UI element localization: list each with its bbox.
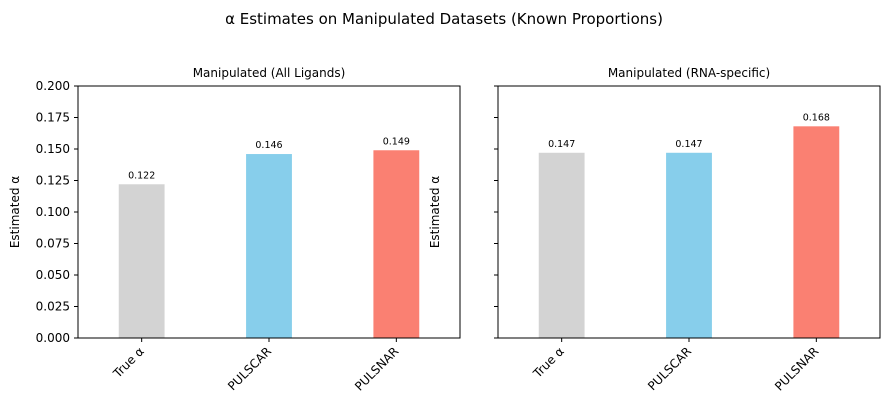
- y-axis-label: Estimated α: [8, 176, 22, 248]
- bar: [118, 184, 165, 338]
- bar: [246, 154, 292, 338]
- chart-panel-rna-specific: Manipulated (RNA-specific) Estimated α 0.…: [428, 66, 881, 394]
- y-tick-label: 0.150: [36, 142, 70, 156]
- bar-value-label: 0.146: [255, 140, 282, 151]
- bar: [373, 150, 420, 338]
- bar-value-label: 0.147: [675, 139, 702, 150]
- x-tick-label: PULSNAR: [772, 344, 821, 393]
- plot-frame: [77, 85, 461, 339]
- y-tick-label: 0.050: [36, 268, 70, 282]
- y-tick-label: 0.175: [36, 111, 70, 125]
- x-tick-label: True α: [530, 344, 567, 381]
- figure-title: α Estimates on Manipulated Datasets (Kno…: [225, 10, 663, 28]
- x-tick-label: PULSNAR: [352, 344, 401, 393]
- chart-panel-all-ligands: Manipulated (All Ligands) Estimated α 0.0…: [8, 66, 461, 394]
- bar-value-label: 0.122: [128, 170, 155, 181]
- x-tick-label: PULSCAR: [645, 344, 694, 393]
- x-tick-label: True α: [110, 344, 147, 381]
- x-tick-label: PULSCAR: [225, 344, 274, 393]
- y-tick-label: 0.200: [36, 79, 70, 93]
- y-tick-label: 0.075: [36, 237, 70, 251]
- bar: [793, 126, 840, 338]
- bar-value-label: 0.168: [803, 112, 830, 123]
- panel-title: Manipulated (All Ligands): [193, 66, 346, 80]
- y-tick-label: 0.000: [36, 331, 70, 345]
- bar-value-label: 0.149: [383, 136, 410, 147]
- y-tick-label: 0.025: [36, 300, 70, 314]
- y-tick-label: 0.125: [36, 174, 70, 188]
- panel-title: Manipulated (RNA-specific): [608, 66, 770, 80]
- y-tick-label: 0.100: [36, 205, 70, 219]
- bar-value-label: 0.147: [548, 139, 575, 150]
- plot-frame: [497, 85, 881, 339]
- bar: [538, 152, 585, 338]
- bar: [666, 152, 712, 338]
- y-axis-label: Estimated α: [428, 176, 442, 248]
